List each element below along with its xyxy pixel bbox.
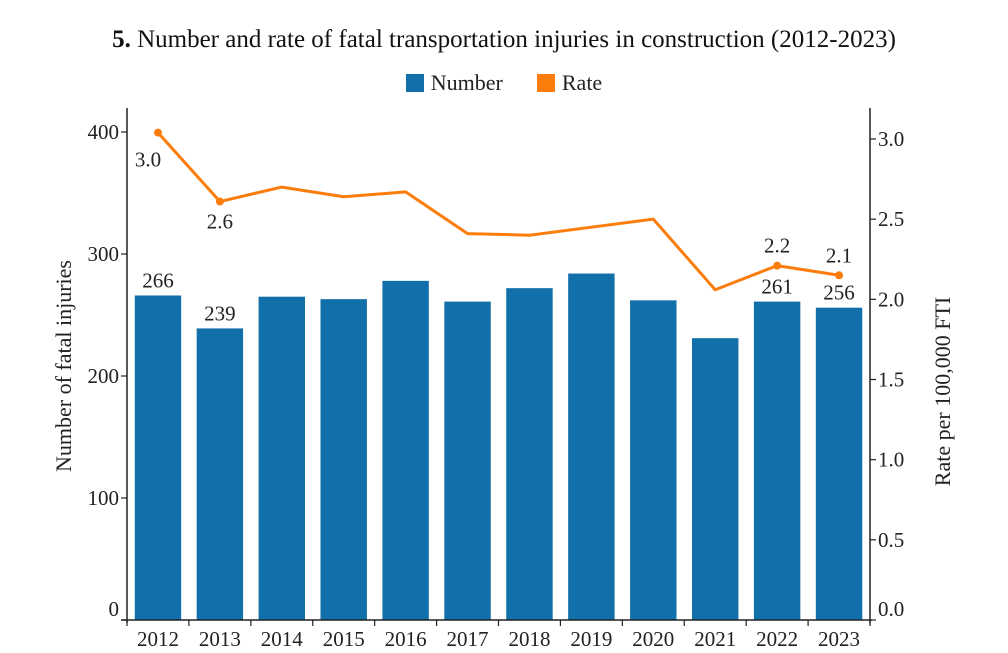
bar-2019 [568,273,615,620]
x-tick-label-2018: 2018 [508,627,550,651]
chart-title-number: 5. [112,26,131,53]
bar-2015 [320,299,367,620]
bar-2022 [753,301,801,620]
y-tick-label-200: 200 [88,364,120,388]
rate-line [156,131,840,292]
rate-label-2022: 2.2 [764,234,790,258]
x-tick-label-2016: 2016 [385,627,427,651]
x-tick-label-2022: 2022 [756,627,798,651]
bar-2013 [196,328,244,620]
rate-label-2013: 2.6 [207,210,233,234]
rate-point-2012 [153,128,162,137]
bar-2016 [382,280,429,620]
legend-item-number[interactable]: Number [405,70,503,96]
bar-2020 [630,300,677,620]
y2-tick-label-0.0: 0.0 [878,597,904,621]
y2-tick-label-0.5: 0.5 [878,528,904,552]
chart-title: 5. Number and rate of fatal transportati… [0,26,1008,54]
x-tick-label-2013: 2013 [199,627,241,651]
x-tick-label-2023: 2023 [818,627,860,651]
x-tick-label-2012: 2012 [137,627,179,651]
x-tick-label-2014: 2014 [261,627,304,651]
rate-point-2022 [773,261,782,270]
y2-axis-title: Rate per 100,000 FTI [930,297,955,486]
x-tick-label-2021: 2021 [694,627,736,651]
bar-2012 [134,295,182,620]
bar-label-2012: 266 [142,268,174,292]
bar-2018 [506,288,553,620]
y-tick-label-0: 0 [109,597,120,621]
x-tick-label-2015: 2015 [323,627,365,651]
legend: Number Rate [0,70,1008,96]
legend-swatch-rate [536,74,555,92]
y2-tick-label-3.0: 3.0 [878,127,904,151]
y2-tick-label-1.0: 1.0 [878,448,904,472]
rate-point-2023 [835,271,844,280]
bar-2021 [691,338,739,620]
rate-label-2012: 3.0 [135,148,161,172]
bar-2014 [258,296,306,620]
bar-label-2023: 256 [823,281,855,305]
bar-label-2022: 261 [761,275,793,299]
x-tick-label-2020: 2020 [632,627,674,651]
y2-tick-label-2.0: 2.0 [878,287,904,311]
y-tick-label-300: 300 [88,242,120,266]
bar-2023 [815,307,863,620]
y-tick-label-100: 100 [88,486,120,510]
y-axis-title: Number of fatal injuries [51,260,76,472]
legend-label-number: Number [430,70,503,95]
chart-title-text: Number and rate of fatal transportation … [137,26,896,53]
legend-label-rate: Rate [561,70,603,95]
legend-item-rate[interactable]: Rate [536,70,603,96]
y2-tick-label-2.5: 2.5 [878,207,904,231]
x-tick-label-2017: 2017 [447,627,489,651]
bar-2017 [444,301,491,620]
x-tick-label-2019: 2019 [570,627,612,651]
bar-label-2013: 239 [204,301,236,325]
y-tick-label-400: 400 [88,120,120,144]
rate-point-2013 [215,197,224,206]
y2-tick-label-1.5: 1.5 [878,368,904,392]
rate-label-2023: 2.1 [826,243,852,267]
legend-swatch-number [405,74,424,92]
